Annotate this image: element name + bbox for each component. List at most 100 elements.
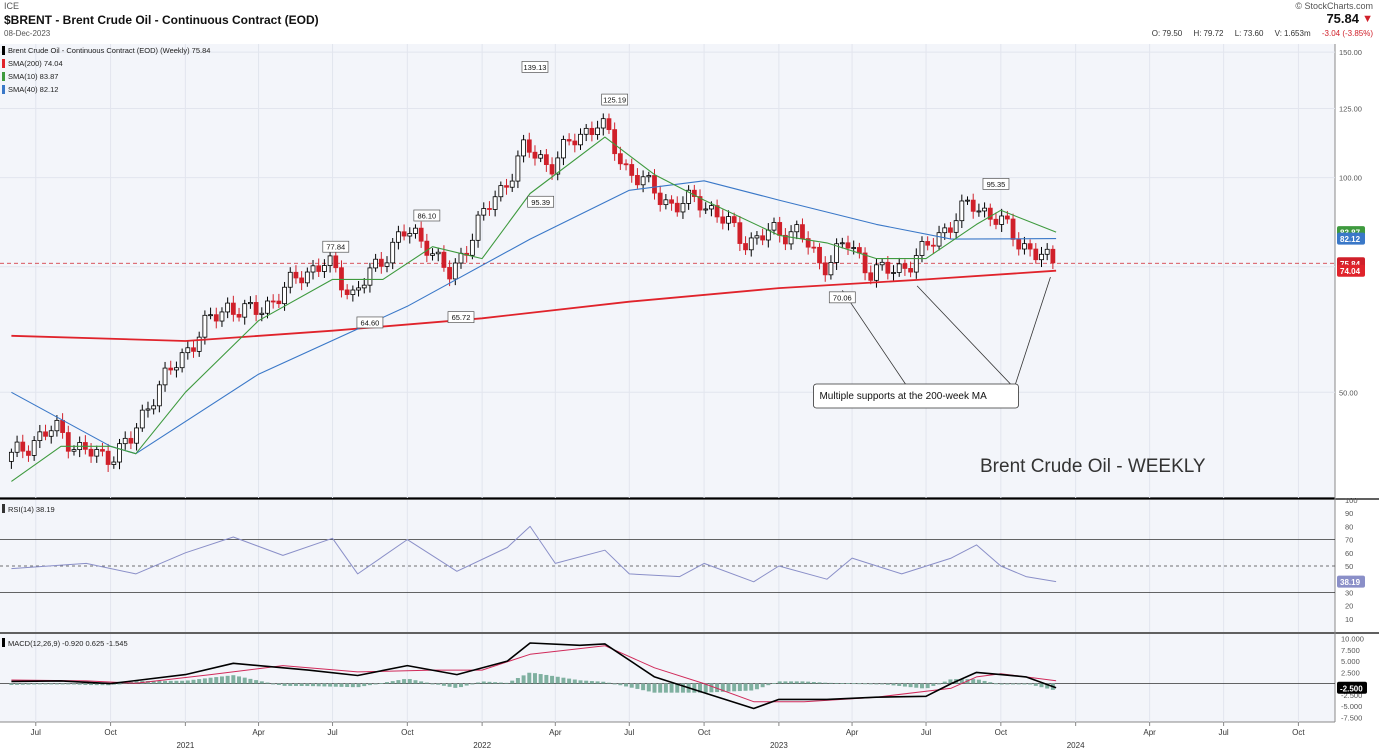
- x-tick-label: 2022: [473, 741, 491, 750]
- macd-histogram-bar: [111, 683, 116, 685]
- rsi-value-tag: [1337, 575, 1365, 588]
- annotation-label: 95.39: [531, 198, 550, 207]
- annotation-label: 70.06: [833, 293, 852, 302]
- macd-histogram-bar: [106, 683, 111, 686]
- candle-down: [930, 244, 936, 247]
- rsi-tick-label: 20: [1345, 602, 1353, 611]
- rsi-tick-label: 100: [1345, 496, 1358, 505]
- candle-up: [913, 255, 919, 273]
- candle-up: [481, 208, 487, 216]
- macd-histogram-bar: [544, 674, 549, 684]
- macd-histogram-bar: [1033, 683, 1038, 686]
- candle-up: [452, 262, 458, 280]
- candle-down: [868, 272, 874, 281]
- annotation-box: [982, 178, 1010, 190]
- candle-up: [185, 347, 191, 354]
- candle-down: [128, 437, 134, 444]
- change-value: -3.04 (-3.85%): [1321, 29, 1373, 38]
- candle-down: [1016, 238, 1022, 250]
- candle-down: [378, 258, 384, 267]
- candle-down: [549, 164, 555, 175]
- macd-histogram-bar: [26, 683, 31, 685]
- macd-histogram-bar: [83, 683, 88, 685]
- macd-histogram-bar: [584, 680, 589, 684]
- legend-main: Brent Crude Oil - Continuous Contract (E…: [8, 46, 210, 55]
- candle-up: [834, 243, 840, 263]
- candle-down: [669, 199, 674, 204]
- macd-histogram-bar: [823, 682, 828, 684]
- candle-down: [862, 252, 868, 274]
- legend-swatch: [2, 504, 5, 513]
- value-tag-label: 74.04: [1340, 267, 1361, 276]
- y-tick-label: 50.00: [1339, 388, 1358, 397]
- macd-histogram-bar: [49, 683, 54, 685]
- macd-histogram-bar: [902, 683, 907, 687]
- candle-down: [731, 216, 737, 224]
- macd-tick-label: 7.500: [1341, 646, 1360, 655]
- macd-histogram-bar: [37, 683, 42, 685]
- candle-down: [674, 202, 680, 213]
- candle-up: [754, 235, 760, 239]
- macd-histogram-bar: [407, 679, 412, 684]
- candle-up: [134, 427, 139, 444]
- candle-down: [908, 268, 913, 273]
- x-tick-label: Jul: [624, 728, 634, 737]
- macd-histogram-bar: [988, 682, 993, 684]
- candle-down: [635, 175, 640, 186]
- macd-histogram-bar: [726, 683, 731, 692]
- macd-histogram-bar: [857, 683, 862, 685]
- candle-up: [851, 247, 857, 249]
- candle-up: [828, 262, 834, 276]
- macd-histogram-bar: [362, 683, 367, 687]
- candle-up: [174, 367, 179, 371]
- macd-histogram-bar: [891, 683, 896, 686]
- macd-histogram-bar: [794, 681, 799, 684]
- candle-up: [407, 233, 413, 237]
- candle-down: [253, 302, 259, 315]
- macd-histogram-bar: [322, 683, 327, 687]
- macd-histogram-bar: [925, 683, 930, 689]
- macd-histogram-bar: [396, 680, 401, 684]
- candle-up: [640, 176, 646, 186]
- candle-up: [31, 440, 37, 456]
- macd-histogram-bar: [242, 677, 247, 684]
- macd-histogram-bar: [919, 683, 924, 689]
- candle-down: [299, 277, 305, 284]
- macd-histogram-bar: [333, 683, 338, 687]
- macd-histogram-bar: [94, 683, 99, 686]
- macd-histogram-bar: [589, 681, 594, 684]
- sma200-line: [11, 269, 1057, 342]
- candle-down: [1050, 248, 1056, 264]
- candle-down: [1010, 218, 1016, 240]
- x-tick-label: Oct: [401, 728, 414, 737]
- candle-down: [805, 238, 811, 248]
- annotation-box: [601, 93, 629, 106]
- macd-histogram-bar: [834, 682, 839, 684]
- macd-histogram-bar: [453, 683, 458, 688]
- candle-up: [265, 300, 270, 314]
- candle-up: [646, 175, 652, 178]
- candle-up: [583, 127, 589, 135]
- legend-swatch: [2, 72, 5, 81]
- macd-value-tag-label: -2.500: [1340, 684, 1363, 693]
- rsi-tick-label: 30: [1345, 588, 1353, 597]
- candle-up: [202, 314, 208, 338]
- candle-up: [145, 408, 151, 411]
- candle-down: [230, 302, 236, 315]
- candle-up: [896, 263, 902, 273]
- candle-up: [794, 224, 800, 233]
- candle-up: [94, 449, 100, 457]
- macd-histogram-bar: [356, 683, 361, 688]
- macd-histogram-bar: [254, 680, 259, 684]
- x-tick-label: 2021: [176, 741, 194, 750]
- macd-histogram-bar: [493, 682, 498, 684]
- macd-histogram-bar: [863, 683, 868, 685]
- legend-sma10: SMA(10) 83.87: [8, 72, 58, 81]
- candle-down: [213, 314, 219, 322]
- macd-histogram-bar: [328, 683, 333, 687]
- candle-down: [1033, 248, 1039, 261]
- candle-down: [487, 208, 492, 210]
- candle-down: [43, 431, 48, 437]
- macd-histogram-bar: [959, 679, 964, 684]
- annotation-box: [521, 61, 549, 73]
